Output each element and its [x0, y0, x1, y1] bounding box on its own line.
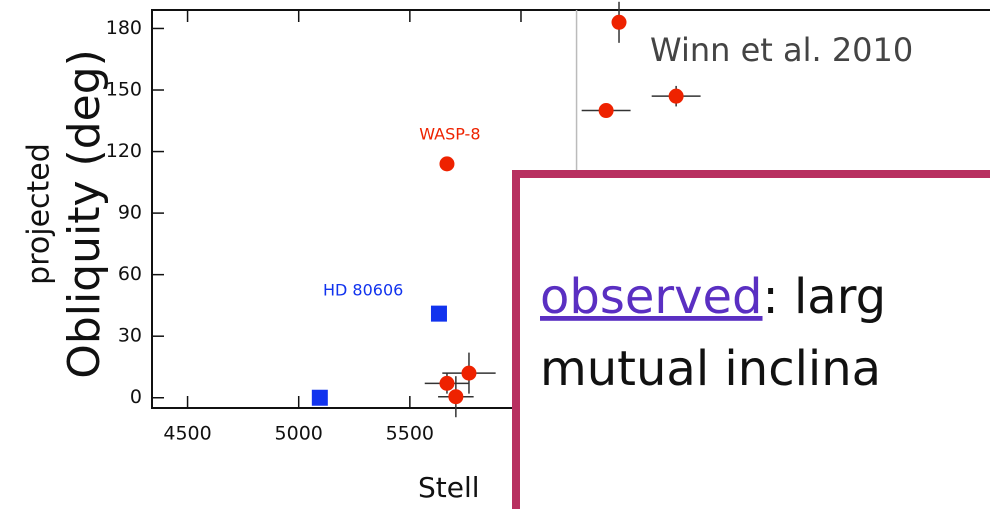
y-tick-label: 90	[118, 202, 142, 224]
x-label: Stell	[418, 471, 480, 504]
point	[430, 305, 447, 322]
annotation: WASP-8	[419, 125, 480, 144]
y-tick-label: 0	[130, 386, 142, 408]
point	[439, 156, 455, 172]
x-tick-label: 5000	[275, 423, 323, 445]
annotation: HD 80606	[323, 281, 403, 300]
y-tick-label: 120	[106, 140, 142, 162]
plot: 03060901201501804500500055006WASP-8HD 80…	[106, 1, 990, 445]
point	[439, 375, 455, 391]
y-tick-label: 150	[106, 79, 142, 101]
y-label-prefix: projected	[22, 143, 57, 285]
point	[598, 103, 614, 119]
callout-text: : larg	[763, 269, 887, 325]
x-tick-label: 5500	[386, 423, 434, 445]
link[interactable]: observed	[540, 269, 763, 325]
y-tick-label: 180	[106, 17, 142, 39]
point	[311, 389, 328, 406]
credit: Winn et al. 2010	[650, 31, 913, 69]
callout-line1: observed: larg	[540, 269, 886, 325]
y-label: Obliquity (deg)	[59, 49, 110, 379]
point	[668, 88, 684, 104]
point	[611, 14, 627, 30]
y-tick-label: 60	[118, 263, 142, 285]
x-tick-label: 4500	[163, 423, 211, 445]
callout-line2: mutual inclina	[540, 341, 881, 397]
point	[448, 389, 464, 405]
callout-box	[512, 170, 990, 509]
point	[461, 365, 477, 381]
y-tick-label: 30	[118, 325, 142, 347]
